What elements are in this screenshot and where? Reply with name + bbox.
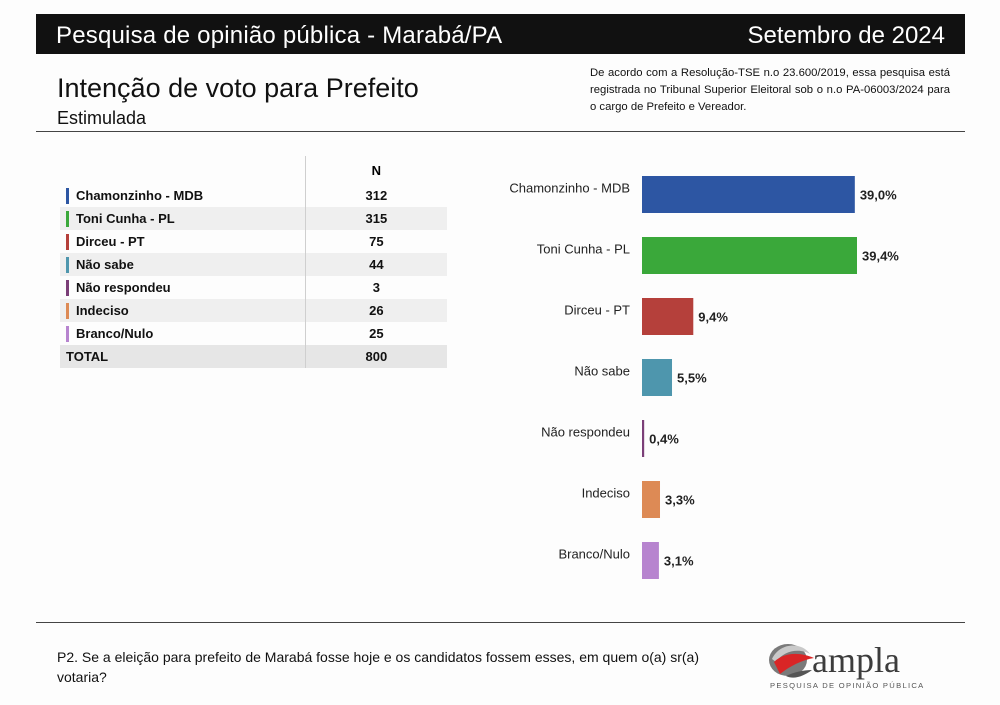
row-label-text: Branco/Nulo <box>76 326 154 341</box>
bar <box>642 298 694 335</box>
table-row-label: Dirceu - PT <box>60 230 305 253</box>
table-row-label: Branco/Nulo <box>60 322 305 345</box>
table-row-label: Não sabe <box>60 253 306 276</box>
data-label: 3,1% <box>664 554 694 569</box>
color-swatch <box>66 280 69 296</box>
total-n: 800 <box>304 345 447 368</box>
data-label: 0,4% <box>649 432 679 447</box>
data-label: 39,0% <box>860 188 897 203</box>
page-title: Intenção de voto para Prefeito <box>57 73 419 103</box>
row-label-text: Dirceu - PT <box>76 234 145 249</box>
bar <box>642 420 645 457</box>
divider-top <box>36 131 965 132</box>
category-label: Dirceu - PT <box>564 303 630 318</box>
table-total-row: TOTAL 800 <box>60 345 447 368</box>
bar <box>642 237 857 274</box>
registration-note: De acordo com a Resolução-TSE n.o 23.600… <box>590 67 950 113</box>
row-label-text: Não sabe <box>76 257 134 272</box>
table-row-label: Chamonzinho - MDB <box>60 184 305 207</box>
bar <box>642 542 659 579</box>
table-row-n: 26 <box>304 299 447 322</box>
table-header-row: N <box>60 156 447 184</box>
page-subtitle: Estimulada <box>57 108 147 128</box>
table-row: Toni Cunha - PL 315 <box>60 207 447 230</box>
row-label-text: Chamonzinho - MDB <box>76 188 204 203</box>
logo-wordmark: ampla <box>812 640 900 680</box>
table-row-n: 25 <box>304 322 447 345</box>
table-row-label: Toni Cunha - PL <box>60 207 306 230</box>
color-swatch <box>66 234 69 250</box>
category-label: Indeciso <box>582 486 630 501</box>
logo-tagline: PESQUISA DE OPINIÃO PÚBLICA <box>770 681 925 690</box>
bar <box>642 359 673 396</box>
row-label-text: Não respondeu <box>76 280 171 295</box>
table-row: Branco/Nulo 25 <box>60 322 447 345</box>
data-label: 3,3% <box>665 493 695 508</box>
category-label: Não sabe <box>574 364 630 379</box>
header-date: Setembro de 2024 <box>747 22 945 49</box>
data-label: 39,4% <box>862 249 899 264</box>
row-label-text: Toni Cunha - PL <box>76 211 175 226</box>
category-label: Não respondeu <box>541 425 630 440</box>
table-row: Dirceu - PT 75 <box>60 230 447 253</box>
ampla-swirl-icon <box>769 644 814 678</box>
color-swatch <box>66 303 69 319</box>
table-row-label: Indeciso <box>60 299 306 322</box>
data-label: 5,5% <box>677 371 707 386</box>
table-row: Não sabe 44 <box>60 253 447 276</box>
table-header-n: N <box>304 156 447 184</box>
data-label: 9,4% <box>698 310 728 325</box>
header-bar: Pesquisa de opinião pública - Marabá/PA … <box>36 14 965 54</box>
table-row-n: 312 <box>304 184 447 207</box>
table-row-n: 75 <box>304 230 447 253</box>
survey-question: P2. Se a eleição para prefeito de Marabá… <box>57 649 700 685</box>
total-label: TOTAL <box>60 345 306 368</box>
table-row-n: 44 <box>304 253 447 276</box>
row-label-text: Indeciso <box>76 303 129 318</box>
category-label: Chamonzinho - MDB <box>509 181 630 196</box>
bar <box>642 481 661 518</box>
color-swatch <box>66 257 69 273</box>
table-header-blank <box>60 156 305 184</box>
color-swatch <box>66 326 69 342</box>
header-title: Pesquisa de opinião pública - Marabá/PA <box>56 22 503 49</box>
color-swatch <box>66 188 69 204</box>
table-row-label: Não respondeu <box>60 276 305 299</box>
color-swatch <box>66 211 69 227</box>
divider-bottom <box>36 622 965 623</box>
table-row: Chamonzinho - MDB 312 <box>60 184 447 207</box>
table-row-n: 3 <box>304 276 447 299</box>
category-label: Branco/Nulo <box>558 547 630 562</box>
category-label: Toni Cunha - PL <box>537 242 630 257</box>
vote-bar-chart: Chamonzinho - MDB 39,0% Toni Cunha - PL 39,… <box>509 176 899 579</box>
ampla-logo: ampla PESQUISA DE OPINIÃO PÚBLICA <box>769 640 925 690</box>
votes-table: N Chamonzinho - MDB 312 Toni Cunha - PL 315… <box>60 156 447 368</box>
bar <box>642 176 855 213</box>
table-row: Não respondeu 3 <box>60 276 447 299</box>
table-row-n: 315 <box>304 207 447 230</box>
table-row: Indeciso 26 <box>60 299 447 322</box>
